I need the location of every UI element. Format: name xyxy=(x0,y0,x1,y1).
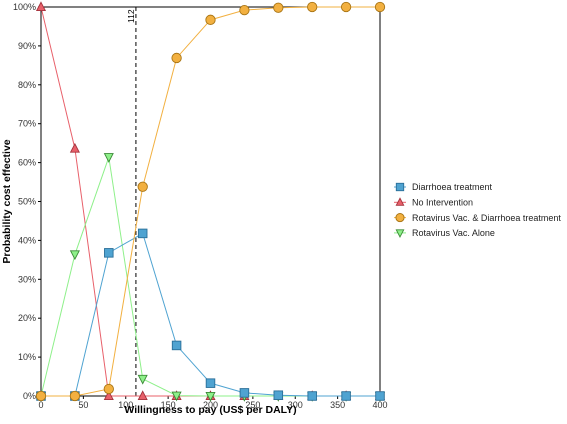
y-tick-label: 50% xyxy=(18,197,36,207)
data-point xyxy=(171,52,182,64)
data-point xyxy=(103,153,114,163)
series-line xyxy=(41,6,380,397)
data-point xyxy=(273,390,284,400)
data-point xyxy=(137,374,148,385)
data-point xyxy=(103,390,114,400)
data-point xyxy=(307,1,318,13)
x-tick-label: 250 xyxy=(245,400,260,410)
series-lines xyxy=(40,6,380,397)
y-tick-label: 60% xyxy=(18,158,36,168)
data-point xyxy=(171,391,182,402)
y-axis: 0% 10% 20% 30% 40% 50% 60% 70% 80% 90% 100% xyxy=(13,2,41,401)
data-point xyxy=(239,4,250,16)
data-point xyxy=(69,390,81,402)
data-point xyxy=(341,391,351,401)
x-axis: 0 50 100 150 200 250 300 350 400 xyxy=(38,396,388,410)
x-tick-label: 350 xyxy=(330,400,345,410)
series-line xyxy=(40,156,380,397)
x-tick-label: 400 xyxy=(372,400,387,410)
x-tick-label: 150 xyxy=(161,400,176,410)
y-tick-label: 10% xyxy=(18,352,36,362)
y-tick-label: 90% xyxy=(18,41,36,51)
data-point xyxy=(171,340,182,351)
data-point xyxy=(35,390,47,402)
reference-line-label: 112 xyxy=(126,9,136,23)
series-markers xyxy=(35,1,386,402)
legend: Diarrhoea treatment No Intervention Rotavi… xyxy=(394,182,561,238)
data-point xyxy=(35,1,47,11)
data-point xyxy=(273,2,284,13)
y-tick-label: 0% xyxy=(23,391,36,401)
data-point xyxy=(137,181,148,192)
legend-item: Diarrhoea treatment xyxy=(394,182,493,192)
series-line xyxy=(41,232,380,397)
legend-marker xyxy=(395,182,405,192)
data-point xyxy=(69,142,80,153)
data-point xyxy=(103,383,114,395)
legend-label: No Intervention xyxy=(412,198,473,208)
data-point xyxy=(205,378,216,388)
x-tick-label: 50 xyxy=(78,400,88,410)
data-point xyxy=(104,248,114,258)
data-point xyxy=(307,391,317,401)
legend-marker xyxy=(395,229,405,238)
x-tick-label: 0 xyxy=(38,400,43,410)
x-tick-label: 300 xyxy=(288,400,303,410)
y-tick-label: 20% xyxy=(18,313,36,323)
data-point xyxy=(205,392,216,402)
x-tick-label: 200 xyxy=(203,400,218,410)
legend-marker xyxy=(395,213,405,223)
series-line xyxy=(40,6,380,397)
data-point xyxy=(137,228,148,239)
series-layer xyxy=(35,1,386,402)
data-point xyxy=(375,391,385,401)
data-point xyxy=(340,1,352,13)
x-tick-label: 100 xyxy=(118,400,133,410)
data-point xyxy=(239,388,250,398)
legend-item: Rotavirus Vac. Alone xyxy=(394,228,495,238)
legend-item: Rotavirus Vac. & Diarrhoea treatment xyxy=(394,213,561,223)
plot-area xyxy=(40,6,381,397)
y-axis-title: Probability cost effective xyxy=(1,139,13,263)
y-tick-label: 40% xyxy=(18,235,36,245)
data-point xyxy=(205,14,216,25)
y-tick-label: 70% xyxy=(18,119,36,129)
legend-marker xyxy=(395,197,405,206)
data-point xyxy=(69,250,80,261)
y-tick-label: 80% xyxy=(18,80,36,90)
legend-item: No Intervention xyxy=(394,197,473,208)
y-tick-label: 100% xyxy=(13,2,36,12)
legend-label: Rotavirus Vac. & Diarrhoea treatment xyxy=(412,213,561,223)
legend-label: Rotavirus Vac. Alone xyxy=(412,228,495,238)
data-point xyxy=(137,390,148,400)
x-axis-title: Willingness to pay (US$ per DALY) xyxy=(124,404,296,416)
legend-label: Diarrhoea treatment xyxy=(412,182,493,192)
data-point xyxy=(374,1,386,13)
y-tick-label: 30% xyxy=(18,274,36,284)
